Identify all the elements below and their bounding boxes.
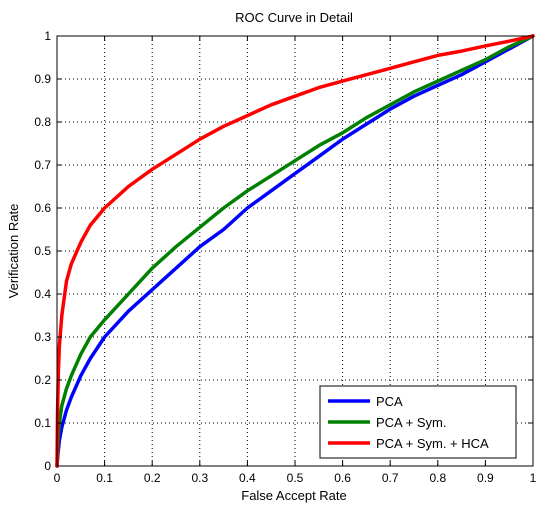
legend-entry: PCA	[376, 394, 403, 409]
x-tick-label: 0.1	[96, 471, 113, 485]
series-line-1	[55, 34, 535, 468]
x-tick-label: 0.8	[429, 471, 446, 485]
x-tick-label: 0.2	[144, 471, 161, 485]
ticks: 0 0.1 0.2 0.3 0.4 0.5 0.6 0.7 0.8 0.9 1 0 0.1 0.2 0.3 0…	[34, 29, 536, 485]
legend: PCA PCA + Sym. PCA + Sym. + HCA	[319, 385, 517, 459]
x-tick-label: 0.4	[239, 471, 256, 485]
y-tick-label: 0.7	[34, 158, 51, 172]
x-tick-label: 1	[530, 471, 537, 485]
x-tick-label: 0	[54, 471, 61, 485]
x-tick-label: 0.3	[191, 471, 208, 485]
x-tick-label: 0.9	[477, 471, 494, 485]
y-tick-label: 1	[44, 29, 51, 43]
series-layer	[55, 34, 535, 468]
legend-entry: PCA + Sym. + HCA	[376, 436, 489, 451]
y-axis-label: Verification Rate	[6, 204, 21, 299]
y-tick-label: 0.9	[34, 72, 51, 86]
y-tick-label: 0	[44, 459, 51, 473]
x-tick-label: 0.7	[382, 471, 399, 485]
y-tick-label: 0.3	[34, 330, 51, 344]
y-tick-label: 0.2	[34, 373, 51, 387]
x-tick-label: 0.5	[287, 471, 304, 485]
legend-entry: PCA + Sym.	[376, 415, 446, 430]
y-tick-label: 0.1	[34, 416, 51, 430]
x-axis-label: False Accept Rate	[241, 488, 347, 503]
y-tick-label: 0.6	[34, 201, 51, 215]
x-tick-label: 0.6	[334, 471, 351, 485]
series-line-3	[55, 34, 535, 468]
series-line-2	[55, 34, 535, 468]
chart-title: ROC Curve in Detail	[235, 10, 353, 25]
y-tick-label: 0.8	[34, 115, 51, 129]
y-tick-label: 0.5	[34, 244, 51, 258]
y-tick-label: 0.4	[34, 287, 51, 301]
